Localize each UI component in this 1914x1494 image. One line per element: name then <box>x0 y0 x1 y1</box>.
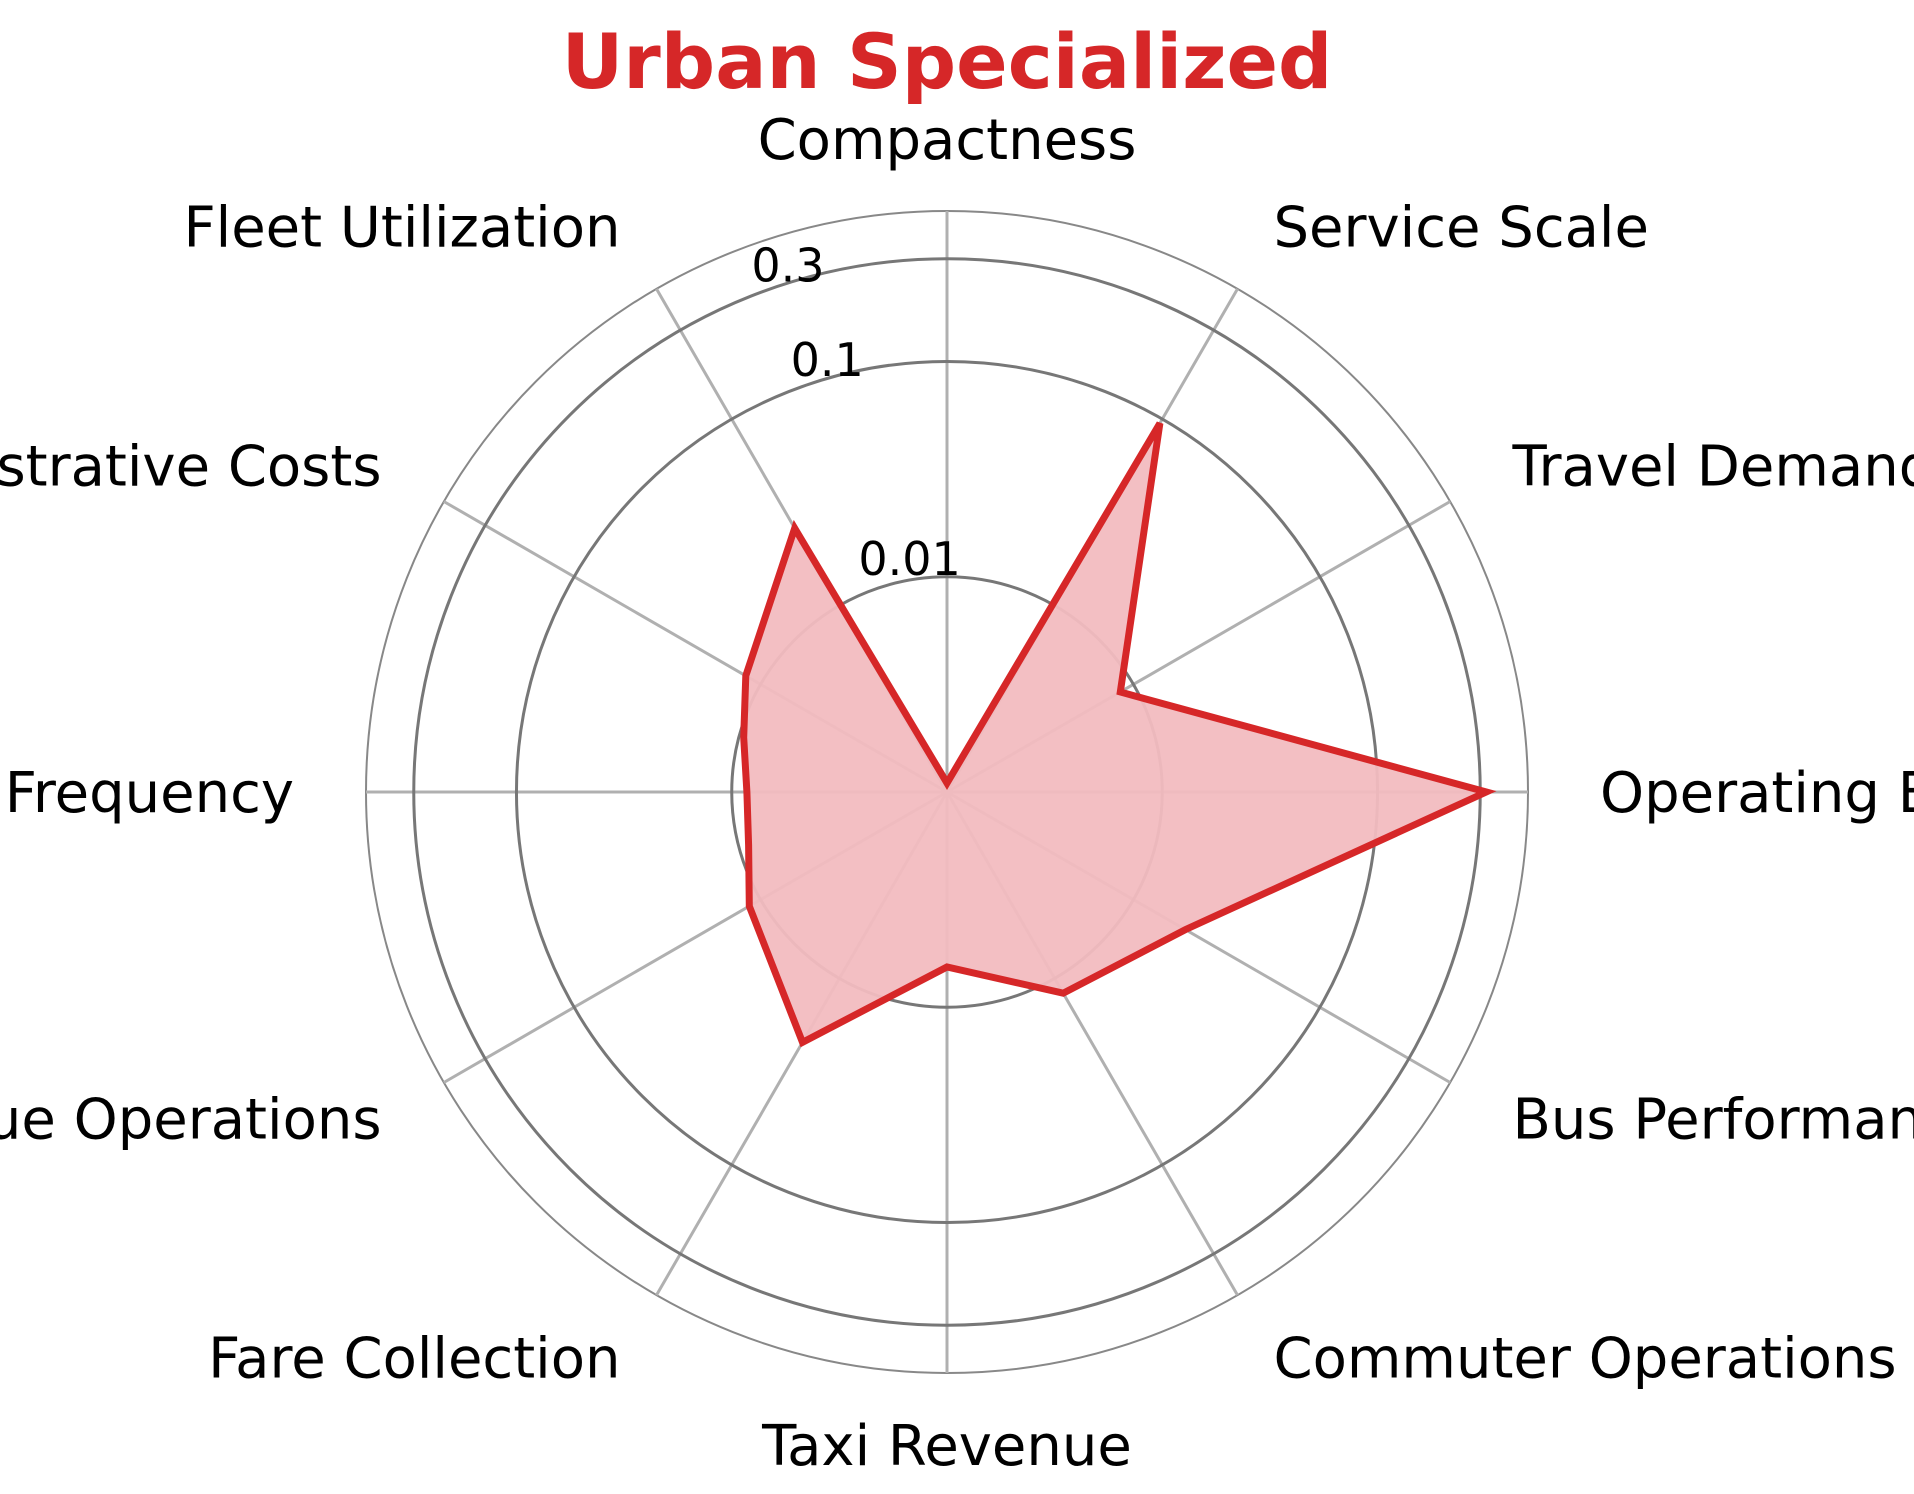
category-label: Commuter Operations <box>1274 1327 1897 1392</box>
category-label: Travel Demand <box>1512 435 1914 500</box>
radial-tick-label: 0.1 <box>791 333 864 387</box>
category-label: Operating Expenses <box>1600 761 1914 826</box>
category-label: Compactness <box>758 108 1137 173</box>
category-label: Service Scale <box>1274 196 1649 261</box>
category-label: Fare Collection <box>208 1327 620 1392</box>
category-label: Taxi Revenue <box>761 1414 1132 1479</box>
category-label: Administrative Costs <box>0 435 382 500</box>
category-label: Bus Performance <box>1513 1088 1914 1153</box>
radial-tick-label: 0.3 <box>751 238 824 292</box>
radial-tick-label: 0.01 <box>858 532 960 586</box>
chart-title: Urban Specialized <box>562 17 1333 106</box>
category-label: Revenue Operations <box>0 1088 382 1153</box>
category-label: Fleet Utilization <box>183 196 620 261</box>
category-label: Service Frequency <box>0 761 294 826</box>
